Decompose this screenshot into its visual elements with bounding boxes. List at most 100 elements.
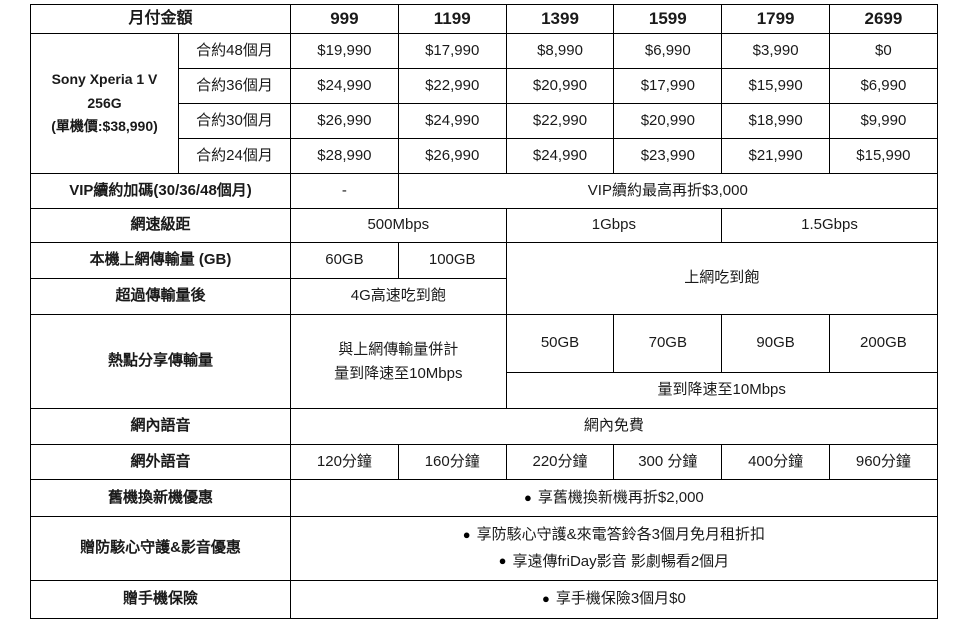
contract-term-label-24: 合約24個月 xyxy=(177,138,292,174)
data-quota-unlimited: 上網吃到飽 xyxy=(505,242,938,315)
price-48-999: $19,990 xyxy=(290,33,399,69)
price-48-1799: $3,990 xyxy=(721,33,830,69)
price-36-1399: $20,990 xyxy=(505,68,615,104)
contract-term-label-36: 合約36個月 xyxy=(177,68,292,104)
hotspot-combined-line2: 量到降速至10Mbps xyxy=(334,364,463,382)
table-row-data-quota: 本機上網傳輸量 (GB) 60GB 100GB 上網吃到飽 xyxy=(29,242,938,315)
speed-tier-500mbps: 500Mbps xyxy=(290,208,507,243)
bullet-dot-icon: ● xyxy=(524,489,532,505)
price-column-header-2699[interactable]: 2699 xyxy=(829,4,938,34)
table-row-onnet-voice: 網內語音 網內免費 xyxy=(29,408,938,445)
contract-term-label-30: 合約30個月 xyxy=(177,103,292,139)
price-36-1799: $15,990 xyxy=(721,68,830,104)
hotspot-combined-line1: 與上網傳輸量併計 xyxy=(338,341,459,359)
data-quota-1199: 100GB xyxy=(397,242,507,279)
device-name-line2: 256G xyxy=(87,94,122,111)
pricing-table-container: 月付金額 999 1199 1399 1599 1799 2699 Sony X… xyxy=(29,4,938,619)
trade-in-bullet-text: 享舊機換新機再折$2,000 xyxy=(537,488,704,506)
device-price-line: (單機價:$38,990) xyxy=(51,118,158,135)
hotspot-combined-note: 與上網傳輸量併計 量到降速至10Mbps xyxy=(290,314,507,409)
vip-renewal-rest: VIP續約最高再折$3,000 xyxy=(397,173,938,209)
vip-renewal-label: VIP續約加碼(30/36/48個月) xyxy=(29,173,292,209)
trade-in-label: 舊機換新機優惠 xyxy=(29,479,292,517)
security-media-value: ● 享防駭心守護&來電答鈴各3個月免月租折扣 ● 享遠傳friDay影音 影劇暢看2… xyxy=(290,516,938,581)
table-row-security-media: 贈防駭心守護&影音優惠 ● 享防駭心守護&來電答鈴各3個月免月租折扣 ● 享遠傳fr… xyxy=(29,516,938,581)
table-header-row: 月付金額 999 1199 1399 1599 1799 2699 xyxy=(29,4,938,34)
bullet-dot-icon: ● xyxy=(541,591,550,607)
table-row-hotspot-throttle: 量到降速至10Mbps xyxy=(31,372,938,409)
vip-renewal-999: - xyxy=(290,173,399,209)
price-30-1599: $20,990 xyxy=(613,103,723,139)
table-row-contract-48: Sony Xperia 1 V 256G (單機價:$38,990) 合約48個… xyxy=(30,33,938,174)
speed-tier-label: 網速級距 xyxy=(29,208,292,243)
price-24-2699: $15,990 xyxy=(829,138,938,174)
price-column-header-1599[interactable]: 1599 xyxy=(613,4,723,34)
price-48-1399: $8,990 xyxy=(505,33,615,69)
table-row-speed-tier: 網速級距 500Mbps 1Gbps 1.5Gbps xyxy=(29,208,938,243)
insurance-bullet-line: ● 享手機保險3個月$0 xyxy=(293,586,935,612)
table-row-contract-30: 合約30個月 $26,990 $24,990 $22,990 $20,990 $… xyxy=(31,103,938,139)
price-column-header-1399[interactable]: 1399 xyxy=(505,4,615,34)
device-name-cell: Sony Xperia 1 V 256G (單機價:$38,990) xyxy=(30,33,179,174)
table-row-hotspot-quota: 熱點分享傳輸量 與上網傳輸量併計 量到降速至10Mbps 50GB 70GB 9… xyxy=(29,314,938,409)
trade-in-value: ● 享舊機換新機再折$2,000 xyxy=(290,479,938,517)
speed-tier-1gbps: 1Gbps xyxy=(505,208,723,243)
after-quota-value: 4G高速吃到飽 xyxy=(290,278,507,315)
price-48-2699: $0 xyxy=(829,33,938,69)
hotspot-quota-1399: 50GB xyxy=(505,314,615,373)
table-row-trade-in: 舊機換新機優惠 ● 享舊機換新機再折$2,000 xyxy=(29,479,938,517)
hotspot-quota-1599: 70GB xyxy=(613,314,723,373)
table-row-insurance: 贈手機保險 ● 享手機保險3個月$0 xyxy=(29,580,938,619)
price-24-999: $28,990 xyxy=(290,138,399,174)
onnet-voice-label: 網內語音 xyxy=(29,408,292,445)
speed-tier-1_5gbps: 1.5Gbps xyxy=(721,208,938,243)
price-column-header-999[interactable]: 999 xyxy=(290,4,399,34)
bullet-dot-icon: ● xyxy=(462,526,471,542)
hotspot-quota-2699: 200GB xyxy=(829,314,938,373)
price-column-header-1799[interactable]: 1799 xyxy=(721,4,830,34)
contract-term-label-48: 合約48個月 xyxy=(177,33,292,69)
price-48-1599: $6,990 xyxy=(613,33,723,69)
security-bullet-line-2: ● 享遠傳friDay影音 影劇暢看2個月 xyxy=(293,549,935,575)
price-36-1599: $17,990 xyxy=(613,68,723,104)
price-24-1399: $24,990 xyxy=(505,138,615,174)
security-bullet-text-2: 享遠傳friDay影音 影劇暢看2個月 xyxy=(512,552,730,570)
offnet-voice-1199: 160分鐘 xyxy=(397,444,507,480)
bullet-dot-icon: ● xyxy=(498,553,507,569)
insurance-bullet-text: 享手機保險3個月$0 xyxy=(555,590,686,608)
table-row-contract-24: 合約24個月 $28,990 $26,990 $24,990 $23,990 $… xyxy=(31,138,938,174)
security-bullet-line-1: ● 享防駭心守護&來電答鈴各3個月免月租折扣 xyxy=(293,522,935,548)
price-30-1799: $18,990 xyxy=(721,103,830,139)
hotspot-throttle-note: 量到降速至10Mbps xyxy=(505,372,938,409)
price-30-999: $26,990 xyxy=(290,103,399,139)
table-row-offnet-voice: 網外語音 120分鐘 160分鐘 220分鐘 300 分鐘 400分鐘 960分… xyxy=(29,444,938,480)
after-quota-label: 超過傳輸量後 xyxy=(29,278,292,315)
hotspot-quota-1799: 90GB xyxy=(721,314,830,373)
price-24-1199: $26,990 xyxy=(397,138,507,174)
offnet-voice-2699: 960分鐘 xyxy=(829,444,938,480)
table-row-vip-renewal: VIP續約加碼(30/36/48個月) - VIP續約最高再折$3,000 xyxy=(29,173,938,209)
price-48-1199: $17,990 xyxy=(397,33,507,69)
monthly-fee-header: 月付金額 xyxy=(29,4,292,34)
plan-pricing-table: 月付金額 999 1199 1399 1599 1799 2699 Sony X… xyxy=(29,4,938,619)
price-30-2699: $9,990 xyxy=(829,103,938,139)
device-name-line1: Sony Xperia 1 V xyxy=(51,70,158,87)
table-row-contract-36: 合約36個月 $24,990 $22,990 $20,990 $17,990 $… xyxy=(31,68,938,104)
price-24-1799: $21,990 xyxy=(721,138,830,174)
price-36-2699: $6,990 xyxy=(829,68,938,104)
onnet-voice-value: 網內免費 xyxy=(290,408,938,445)
insurance-label: 贈手機保險 xyxy=(29,580,292,619)
offnet-voice-999: 120分鐘 xyxy=(290,444,399,480)
offnet-voice-label: 網外語音 xyxy=(29,444,292,480)
price-column-header-1199[interactable]: 1199 xyxy=(397,4,507,34)
offnet-voice-1399: 220分鐘 xyxy=(505,444,615,480)
offnet-voice-1599: 300 分鐘 xyxy=(613,444,723,480)
price-24-1599: $23,990 xyxy=(613,138,723,174)
insurance-value: ● 享手機保險3個月$0 xyxy=(290,580,938,619)
price-36-1199: $22,990 xyxy=(397,68,507,104)
hotspot-label: 熱點分享傳輸量 xyxy=(29,314,292,409)
data-quota-label: 本機上網傳輸量 (GB) xyxy=(29,242,292,279)
table-row-after-quota: 超過傳輸量後 4G高速吃到飽 xyxy=(29,278,938,315)
data-quota-999: 60GB xyxy=(290,242,399,279)
price-36-999: $24,990 xyxy=(290,68,399,104)
